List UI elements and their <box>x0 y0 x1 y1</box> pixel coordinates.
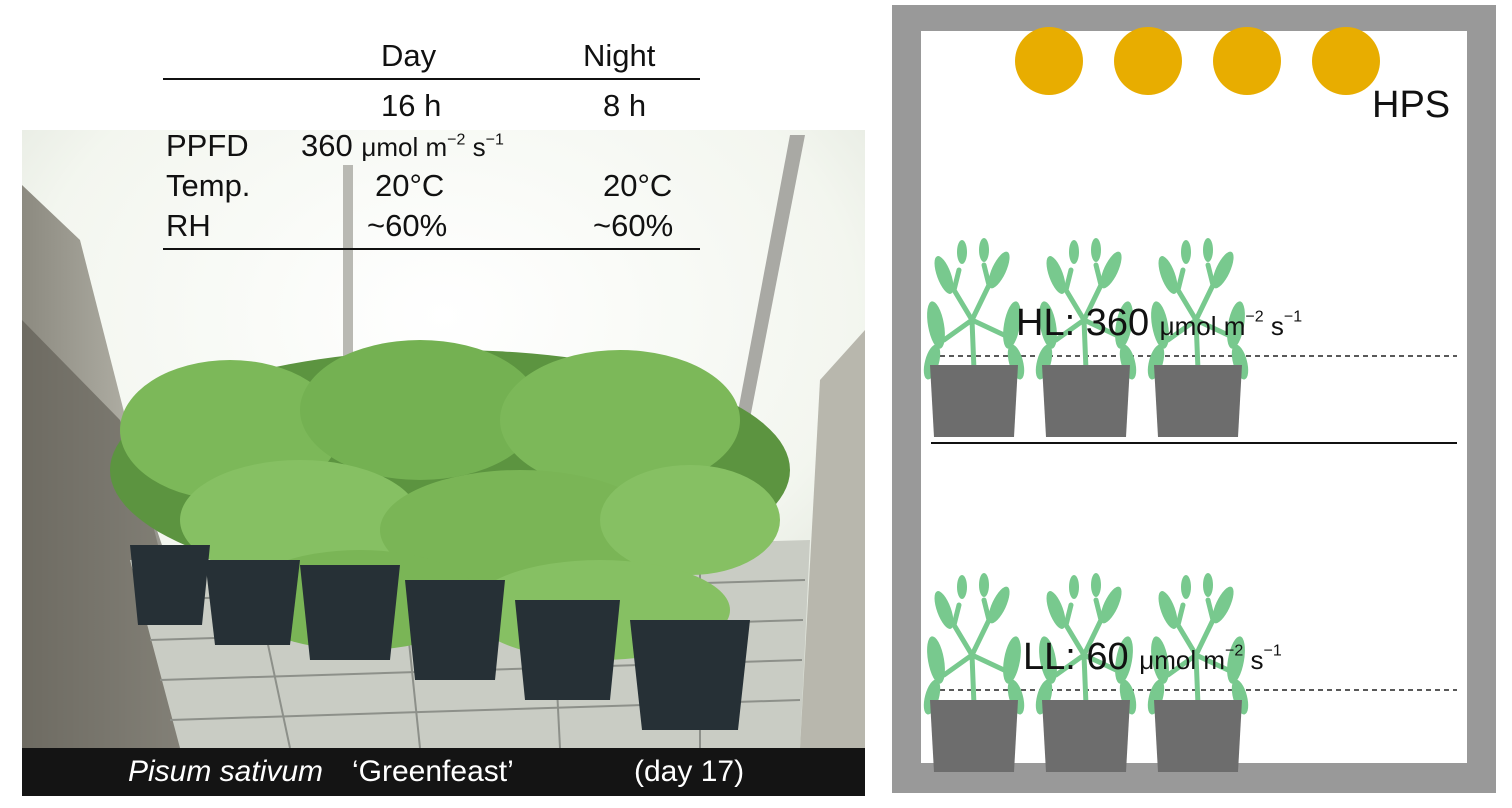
hps-lamp <box>1015 27 1083 95</box>
hl-pots <box>930 365 1242 437</box>
caption-species: Pisum sativum <box>128 755 324 788</box>
rh-night: ~60% <box>593 208 674 243</box>
pot <box>1042 700 1130 772</box>
caption-cultivar: ‘Greenfeast’ <box>352 755 514 788</box>
ll-pots <box>930 700 1242 772</box>
temp-label: Temp. <box>166 168 251 203</box>
photoperiod-day: 16 h <box>381 88 442 123</box>
caption-age: (day 17) <box>634 755 745 788</box>
ppfd-label: PPFD <box>166 128 249 163</box>
rh-day: ~60% <box>367 208 448 243</box>
pot <box>1154 365 1242 437</box>
ll-label: LL: 60 μmol m−2 s−1 <box>1023 636 1282 678</box>
table-rules <box>163 78 700 250</box>
chamber-frame-right <box>800 330 865 748</box>
hps-lamp <box>1114 27 1182 95</box>
header-day: Day <box>381 38 437 73</box>
photoperiod-night: 8 h <box>603 88 647 123</box>
hps-label: HPS <box>1372 84 1451 126</box>
pots <box>130 545 750 730</box>
pot <box>1042 365 1130 437</box>
photo-caption: Pisum sativum ‘Greenfeast’ (day 17) <box>22 748 865 796</box>
rh-label: RH <box>166 208 211 243</box>
pot <box>930 365 1018 437</box>
pot <box>930 700 1018 772</box>
photo-illustration <box>22 130 865 749</box>
hps-lamp <box>1312 27 1380 95</box>
pot <box>1154 700 1242 772</box>
chamber-schematic: HPS HL: 360 μmol m−2 s−1 LL: 60 μmol m−2… <box>892 0 1512 803</box>
hps-lamp <box>1213 27 1281 95</box>
header-night: Night <box>583 38 656 73</box>
light-rail <box>343 165 353 365</box>
temp-night: 20°C <box>603 168 673 203</box>
ppfd-value: 360 μmol m−2 s−1 <box>301 128 504 163</box>
temp-day: 20°C <box>375 168 445 203</box>
chamber-schematic-svg <box>892 5 1496 793</box>
hl-label: HL: 360 μmol m−2 s−1 <box>1016 302 1303 344</box>
growth-chamber-photo: Day Night 16 h 8 h PPFD 360 μmol m−2 s−1… <box>22 38 865 796</box>
pea-plants <box>110 340 790 660</box>
light-rail <box>727 135 805 470</box>
